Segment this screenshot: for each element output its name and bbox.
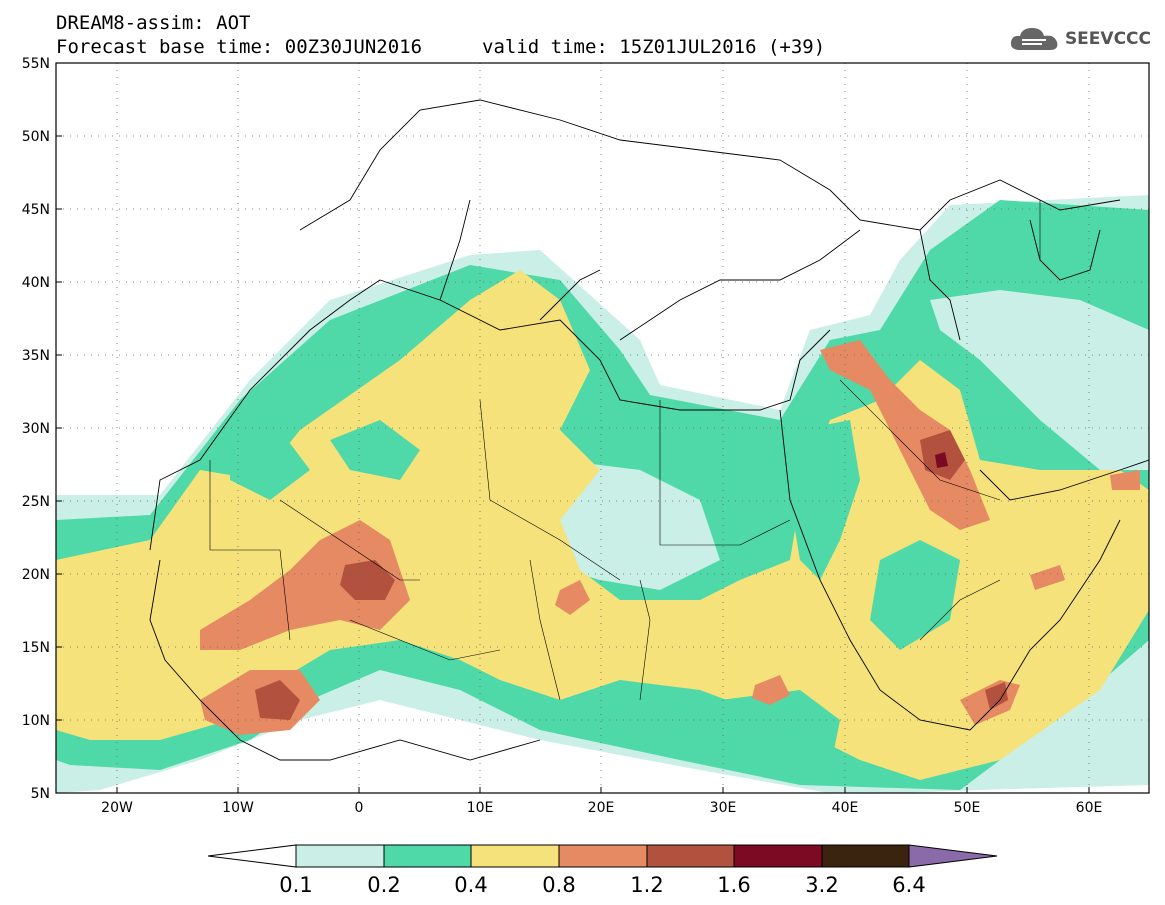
- lat-label: 40N: [22, 275, 50, 291]
- lon-label: 60E: [1076, 800, 1103, 816]
- forecast-base-time: Forecast base time: 00Z30JUN2016: [56, 36, 423, 58]
- seevccc-logo: SEEVCCC: [1008, 24, 1151, 54]
- cloud-icon: [1010, 28, 1058, 50]
- colorbar-label: 1.2: [630, 873, 663, 897]
- colorbar-low-arrow: [207, 844, 297, 868]
- lat-label: 10N: [22, 713, 50, 729]
- lon-label: 20W: [101, 800, 133, 816]
- colorbar-label: 1.6: [717, 873, 750, 897]
- lon-label: 10E: [467, 800, 494, 816]
- lat-label: 20N: [22, 567, 50, 583]
- logo-text: SEEVCCC: [1064, 29, 1151, 49]
- lat-label: 25N: [22, 494, 50, 510]
- colorbar-label: 3.2: [805, 873, 838, 897]
- colorbar-label: 0.1: [279, 873, 312, 897]
- lat-labels: 55N 50N 45N 40N 35N 30N 25N 20N 15N 10N …: [22, 56, 50, 802]
- lon-labels: 20W 10W 0 10E 20E 30E 40E 50E 60E: [101, 800, 1102, 816]
- lat-label: 30N: [22, 421, 50, 437]
- colorbar-segment: [383, 844, 472, 868]
- colorbar-segment: [821, 844, 910, 868]
- lon-label: 20E: [588, 800, 615, 816]
- colorbar-segment: [470, 844, 560, 868]
- colorbar-label: 0.4: [454, 873, 487, 897]
- borders: [209, 200, 1041, 701]
- colorbar-segment: [646, 844, 735, 868]
- lon-label: 10W: [222, 800, 254, 816]
- grid: [56, 63, 1149, 793]
- colorbar-segment: [295, 844, 385, 868]
- lat-label: 15N: [22, 640, 50, 656]
- colorbar-label: 0.8: [542, 873, 575, 897]
- lat-label: 5N: [31, 786, 50, 802]
- map-title: DREAM8-assim: AOT: [56, 12, 251, 34]
- lon-label: 50E: [954, 800, 981, 816]
- lat-label: 45N: [22, 202, 50, 218]
- lon-label: 40E: [832, 800, 859, 816]
- lat-label: 55N: [22, 56, 50, 72]
- coastlines: [149, 99, 1149, 761]
- colorbar-high-arrow: [908, 844, 998, 868]
- lat-label: 50N: [22, 129, 50, 145]
- lon-label: 0: [355, 800, 364, 816]
- valid-time: valid time: 15Z01JUL2016 (+39): [482, 36, 826, 58]
- colorbar-segment: [558, 844, 648, 868]
- colorbar-label: 0.2: [367, 873, 400, 897]
- tick-marks: [56, 62, 1090, 794]
- colorbar: 0.1 0.2 0.4 0.8 1.2 1.6 3.2 6.4: [207, 844, 998, 897]
- colorbar-segment: [733, 844, 823, 868]
- colorbar-label: 6.4: [892, 873, 925, 897]
- lat-label: 35N: [22, 348, 50, 364]
- lon-label: 30E: [710, 800, 737, 816]
